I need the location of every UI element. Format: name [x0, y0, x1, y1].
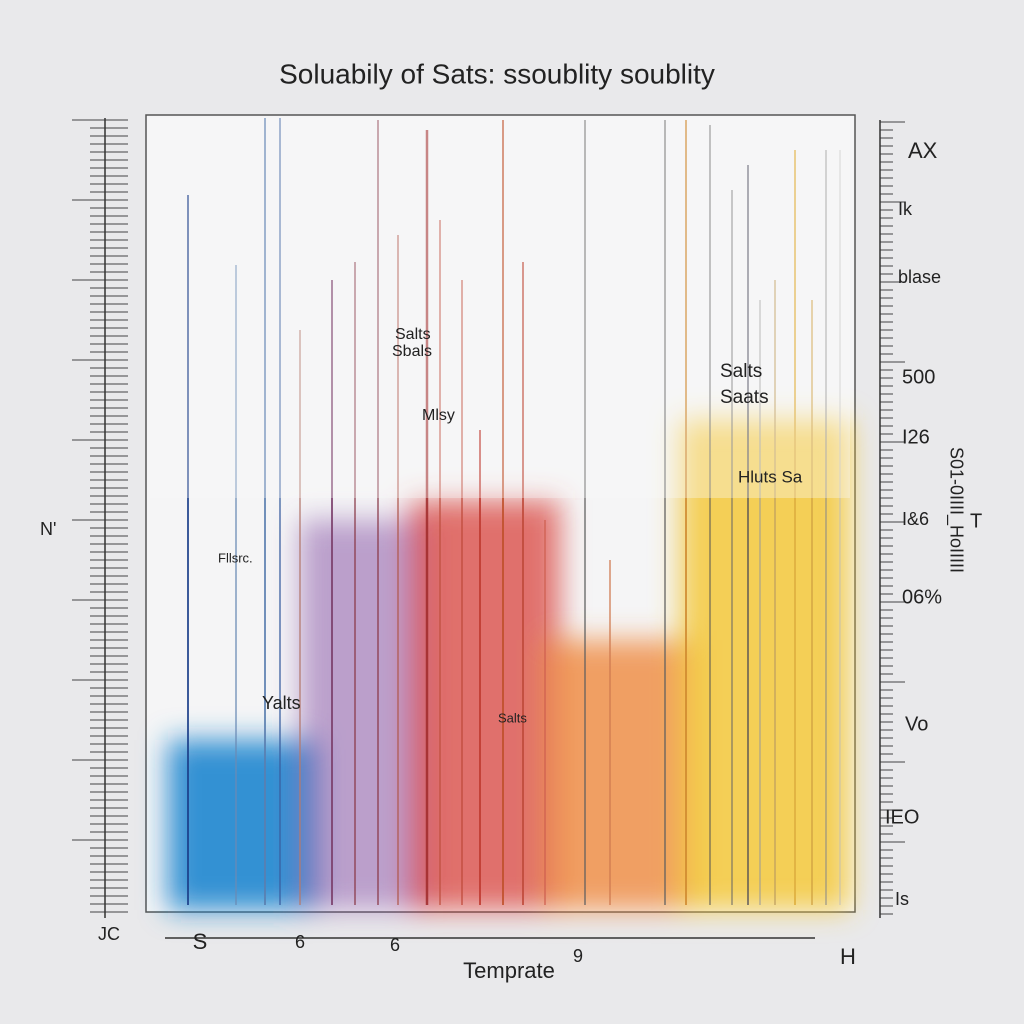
right-axis-label: Ik: [898, 199, 913, 219]
right-axis-label: IEO: [885, 806, 919, 828]
right-axis-label: I26: [902, 426, 930, 448]
annotation: Fllsrc.: [218, 550, 253, 565]
right-axis-label: Is: [895, 889, 909, 909]
annotation: Sbals: [392, 343, 432, 360]
right-axis-label: I&6: [902, 509, 929, 529]
title: Soluabily of Sats: ssoublity soublity: [279, 58, 715, 89]
left-axis-label: N': [40, 519, 56, 539]
right-axis-label: Vo: [905, 713, 928, 735]
bottom-label: 6: [390, 935, 400, 955]
right-axis-label: T: [970, 510, 982, 532]
annotation: Salts: [498, 710, 527, 725]
x-axis-label: Temprate: [463, 958, 555, 983]
annotation: Salts: [720, 361, 762, 382]
annotation: Hluts Sa: [738, 467, 803, 486]
bottom-label: S: [193, 929, 208, 954]
wash-fade: [150, 118, 850, 498]
right-axis-label: 06%: [902, 586, 942, 608]
bottom-label: 6: [295, 932, 305, 952]
color-wash: [168, 420, 850, 910]
right-axis-label: blase: [898, 267, 941, 287]
decorative-lines: [72, 118, 905, 915]
bottom-label: H: [840, 944, 856, 969]
annotation: Salts: [395, 326, 431, 343]
right-axis-label: AX: [908, 138, 938, 163]
left-axis-label: JC: [98, 924, 120, 944]
right-axis-label: 500: [902, 366, 935, 388]
annotation: Mlsy: [422, 407, 455, 424]
annotation: Yalts: [262, 693, 301, 713]
annotation: Saats: [720, 387, 769, 408]
bottom-label: 9: [573, 946, 583, 966]
right-axis-title: S01-0IIII_HoIIIII: [945, 447, 966, 573]
